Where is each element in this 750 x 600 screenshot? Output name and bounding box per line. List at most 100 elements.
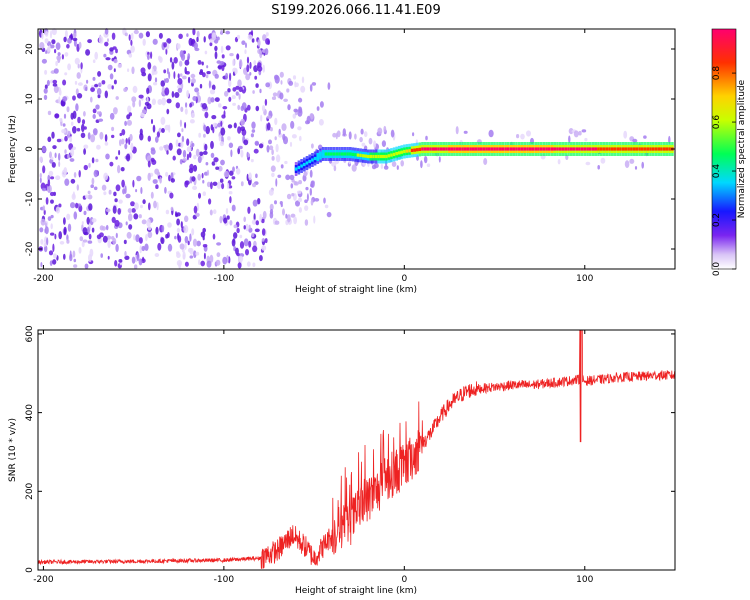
spectrogram-speckle — [83, 164, 89, 171]
spectrogram-band-core — [477, 147, 480, 151]
spectrogram-speckle — [309, 113, 314, 120]
spectrogram-speckle — [212, 126, 215, 134]
spectrogram-band-core — [627, 147, 630, 151]
spectrogram-speckle — [377, 127, 383, 135]
spectrogram-speckle — [438, 156, 441, 163]
y-tick-label: 600 — [25, 325, 35, 342]
spectrogram-band-core — [431, 147, 435, 151]
spectrogram-speckle — [73, 258, 77, 263]
colorbar-tick-label: 0.6 — [712, 115, 722, 130]
spectrogram-speckle — [319, 101, 324, 108]
spectrogram-speckle — [191, 112, 195, 119]
y-tick-label: 200 — [25, 482, 35, 499]
spectrogram-band-core — [346, 152, 349, 156]
spectrogram-band-core — [657, 147, 660, 151]
spectrogram-speckle — [191, 142, 195, 147]
spectrogram-speckle — [199, 69, 203, 73]
spectrogram-speckle — [43, 88, 48, 94]
spectrogram-speckle — [290, 213, 296, 218]
spectrogram-speckle — [187, 240, 190, 246]
spectrogram-speckle — [238, 145, 243, 150]
spectrogram-speckle — [146, 103, 152, 110]
spectrogram-speckle — [219, 215, 223, 224]
spectrogram-speckle — [58, 231, 62, 240]
spectrogram-speckle — [142, 38, 146, 46]
spectrogram-speckle — [220, 29, 223, 34]
spectrogram-speckle — [210, 97, 215, 103]
spectrogram-speckle — [54, 49, 57, 54]
spectrogram-speckle — [292, 75, 297, 80]
spectrogram-speckle — [141, 219, 147, 225]
spectrogram-speckle — [177, 73, 180, 79]
spectrogram-speckle — [290, 183, 294, 189]
spectrogram-speckle — [259, 255, 263, 262]
spectrogram-speckle — [223, 110, 226, 117]
spectrogram-band-core — [610, 147, 614, 151]
spectrogram-speckle — [134, 264, 138, 270]
spectrogram-band-core — [594, 147, 598, 151]
spectrogram-speckle — [201, 61, 204, 66]
spectrogram-speckle — [51, 28, 57, 36]
spectrogram-speckle — [74, 57, 80, 65]
spectrogram-speckle — [310, 199, 314, 206]
spectrogram-speckle — [371, 164, 377, 170]
spectrogram-speckle — [166, 108, 170, 115]
spectrogram-speckle — [107, 64, 113, 71]
spectrogram-speckle — [64, 72, 68, 76]
spectrogram-speckle — [78, 170, 81, 178]
spectrogram-speckle — [197, 60, 202, 65]
spectrogram-speckle — [285, 213, 288, 219]
spectrogram-speckle — [48, 250, 54, 256]
spectrogram-speckle — [231, 176, 236, 180]
spectrogram-speckle — [187, 76, 191, 84]
spectrogram-speckle — [115, 243, 119, 253]
spectrogram-speckle — [156, 201, 159, 211]
spectrogram-speckle — [58, 89, 62, 96]
spectrogram-speckle — [205, 74, 209, 79]
spectrogram-band-core — [641, 147, 644, 151]
spectrogram-speckle — [95, 158, 99, 163]
spectrogram-speckle — [184, 215, 189, 223]
spectrogram-speckle — [88, 254, 92, 262]
spectrogram-speckle — [354, 133, 357, 140]
spectrogram-band-core — [662, 147, 666, 151]
spectrogram-speckle — [240, 126, 246, 132]
spectrogram-speckle — [262, 34, 267, 42]
spectrogram-speckle — [125, 193, 131, 199]
spectrogram-speckle — [94, 51, 98, 60]
spectrogram-speckle — [241, 102, 247, 110]
spectrogram-band-core — [453, 147, 456, 151]
spectrogram-speckle — [133, 234, 136, 241]
spectrogram-band-core — [578, 147, 581, 151]
spectrogram-speckle — [96, 88, 102, 96]
spectrogram-speckle — [175, 139, 179, 147]
spectrogram-speckle — [311, 143, 314, 149]
spectrogram-speckle — [128, 213, 133, 222]
spectrogram-speckle — [105, 57, 111, 61]
spectrogram-speckle — [206, 169, 210, 176]
spectrogram-band-core — [608, 147, 611, 151]
spectrogram-band-core — [621, 147, 625, 151]
spectrogram-speckle — [87, 190, 91, 195]
spectrogram-speckle — [223, 170, 229, 178]
y-tick-label: 10 — [25, 93, 35, 105]
spectrogram-speckle — [250, 158, 254, 163]
spectrogram-speckle — [289, 141, 293, 147]
spectrogram-speckle — [252, 199, 258, 207]
spectrogram-speckle — [179, 60, 183, 67]
spectrogram-band-core — [474, 147, 478, 151]
spectrogram-band-core — [426, 147, 430, 151]
spectrogram-speckle — [247, 153, 251, 158]
spectrogram-speckle — [127, 105, 132, 113]
spectrogram-speckle — [203, 36, 206, 43]
spectrogram-speckle — [265, 82, 271, 88]
spectrogram-speckle — [52, 145, 57, 150]
spectrogram-speckle — [83, 126, 87, 130]
spectrogram-speckle — [176, 148, 182, 156]
spectrogram-speckle — [182, 158, 188, 162]
spectrogram-speckle — [264, 48, 269, 56]
spectrogram-speckle — [205, 162, 209, 166]
spectrogram-band-core — [649, 147, 652, 151]
spectrogram-band-core — [589, 147, 592, 151]
spectrogram-speckle — [195, 148, 200, 157]
